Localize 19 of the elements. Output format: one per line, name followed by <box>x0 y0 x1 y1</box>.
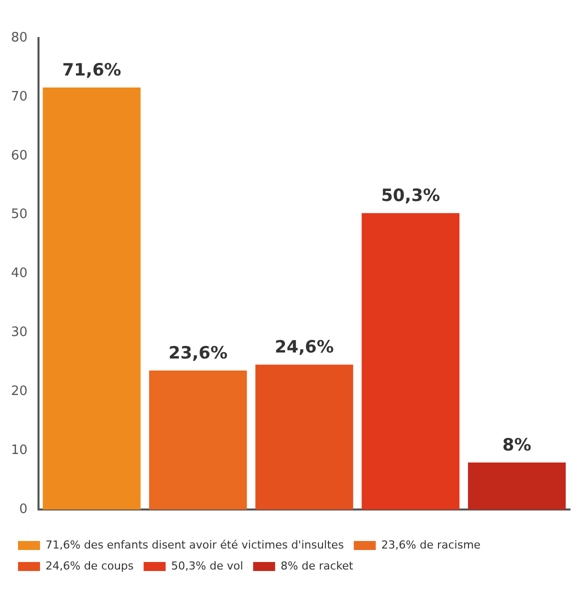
data-label: 50,3% <box>381 186 440 206</box>
data-label: 23,6% <box>168 343 228 364</box>
data-label: 8% <box>502 435 532 456</box>
legend-label: 8% de racket <box>280 559 354 572</box>
data-label: 24,6% <box>274 338 334 358</box>
data-label: 71,6% <box>62 60 122 80</box>
y-tick-label: 40 <box>10 266 28 282</box>
y-tick-label: 70 <box>10 89 28 104</box>
legend-label: 24,6% de coups <box>46 559 134 572</box>
legend-label: 71,6% des enfants disent avoir été victimes d'insultes <box>46 538 344 552</box>
legend-label: 50,3% de vol <box>171 559 244 572</box>
y-tick-label: 60 <box>10 148 28 164</box>
y-tick-label: 20 <box>10 384 28 400</box>
y-tick-label: 50 <box>10 207 28 222</box>
y-tick-label: 80 <box>10 30 28 46</box>
y-tick-label: 0 <box>19 502 28 517</box>
y-tick-label: 10 <box>10 443 28 458</box>
y-tick-label: 30 <box>10 325 28 340</box>
legend-label: 23,6% de racisme <box>381 538 481 552</box>
